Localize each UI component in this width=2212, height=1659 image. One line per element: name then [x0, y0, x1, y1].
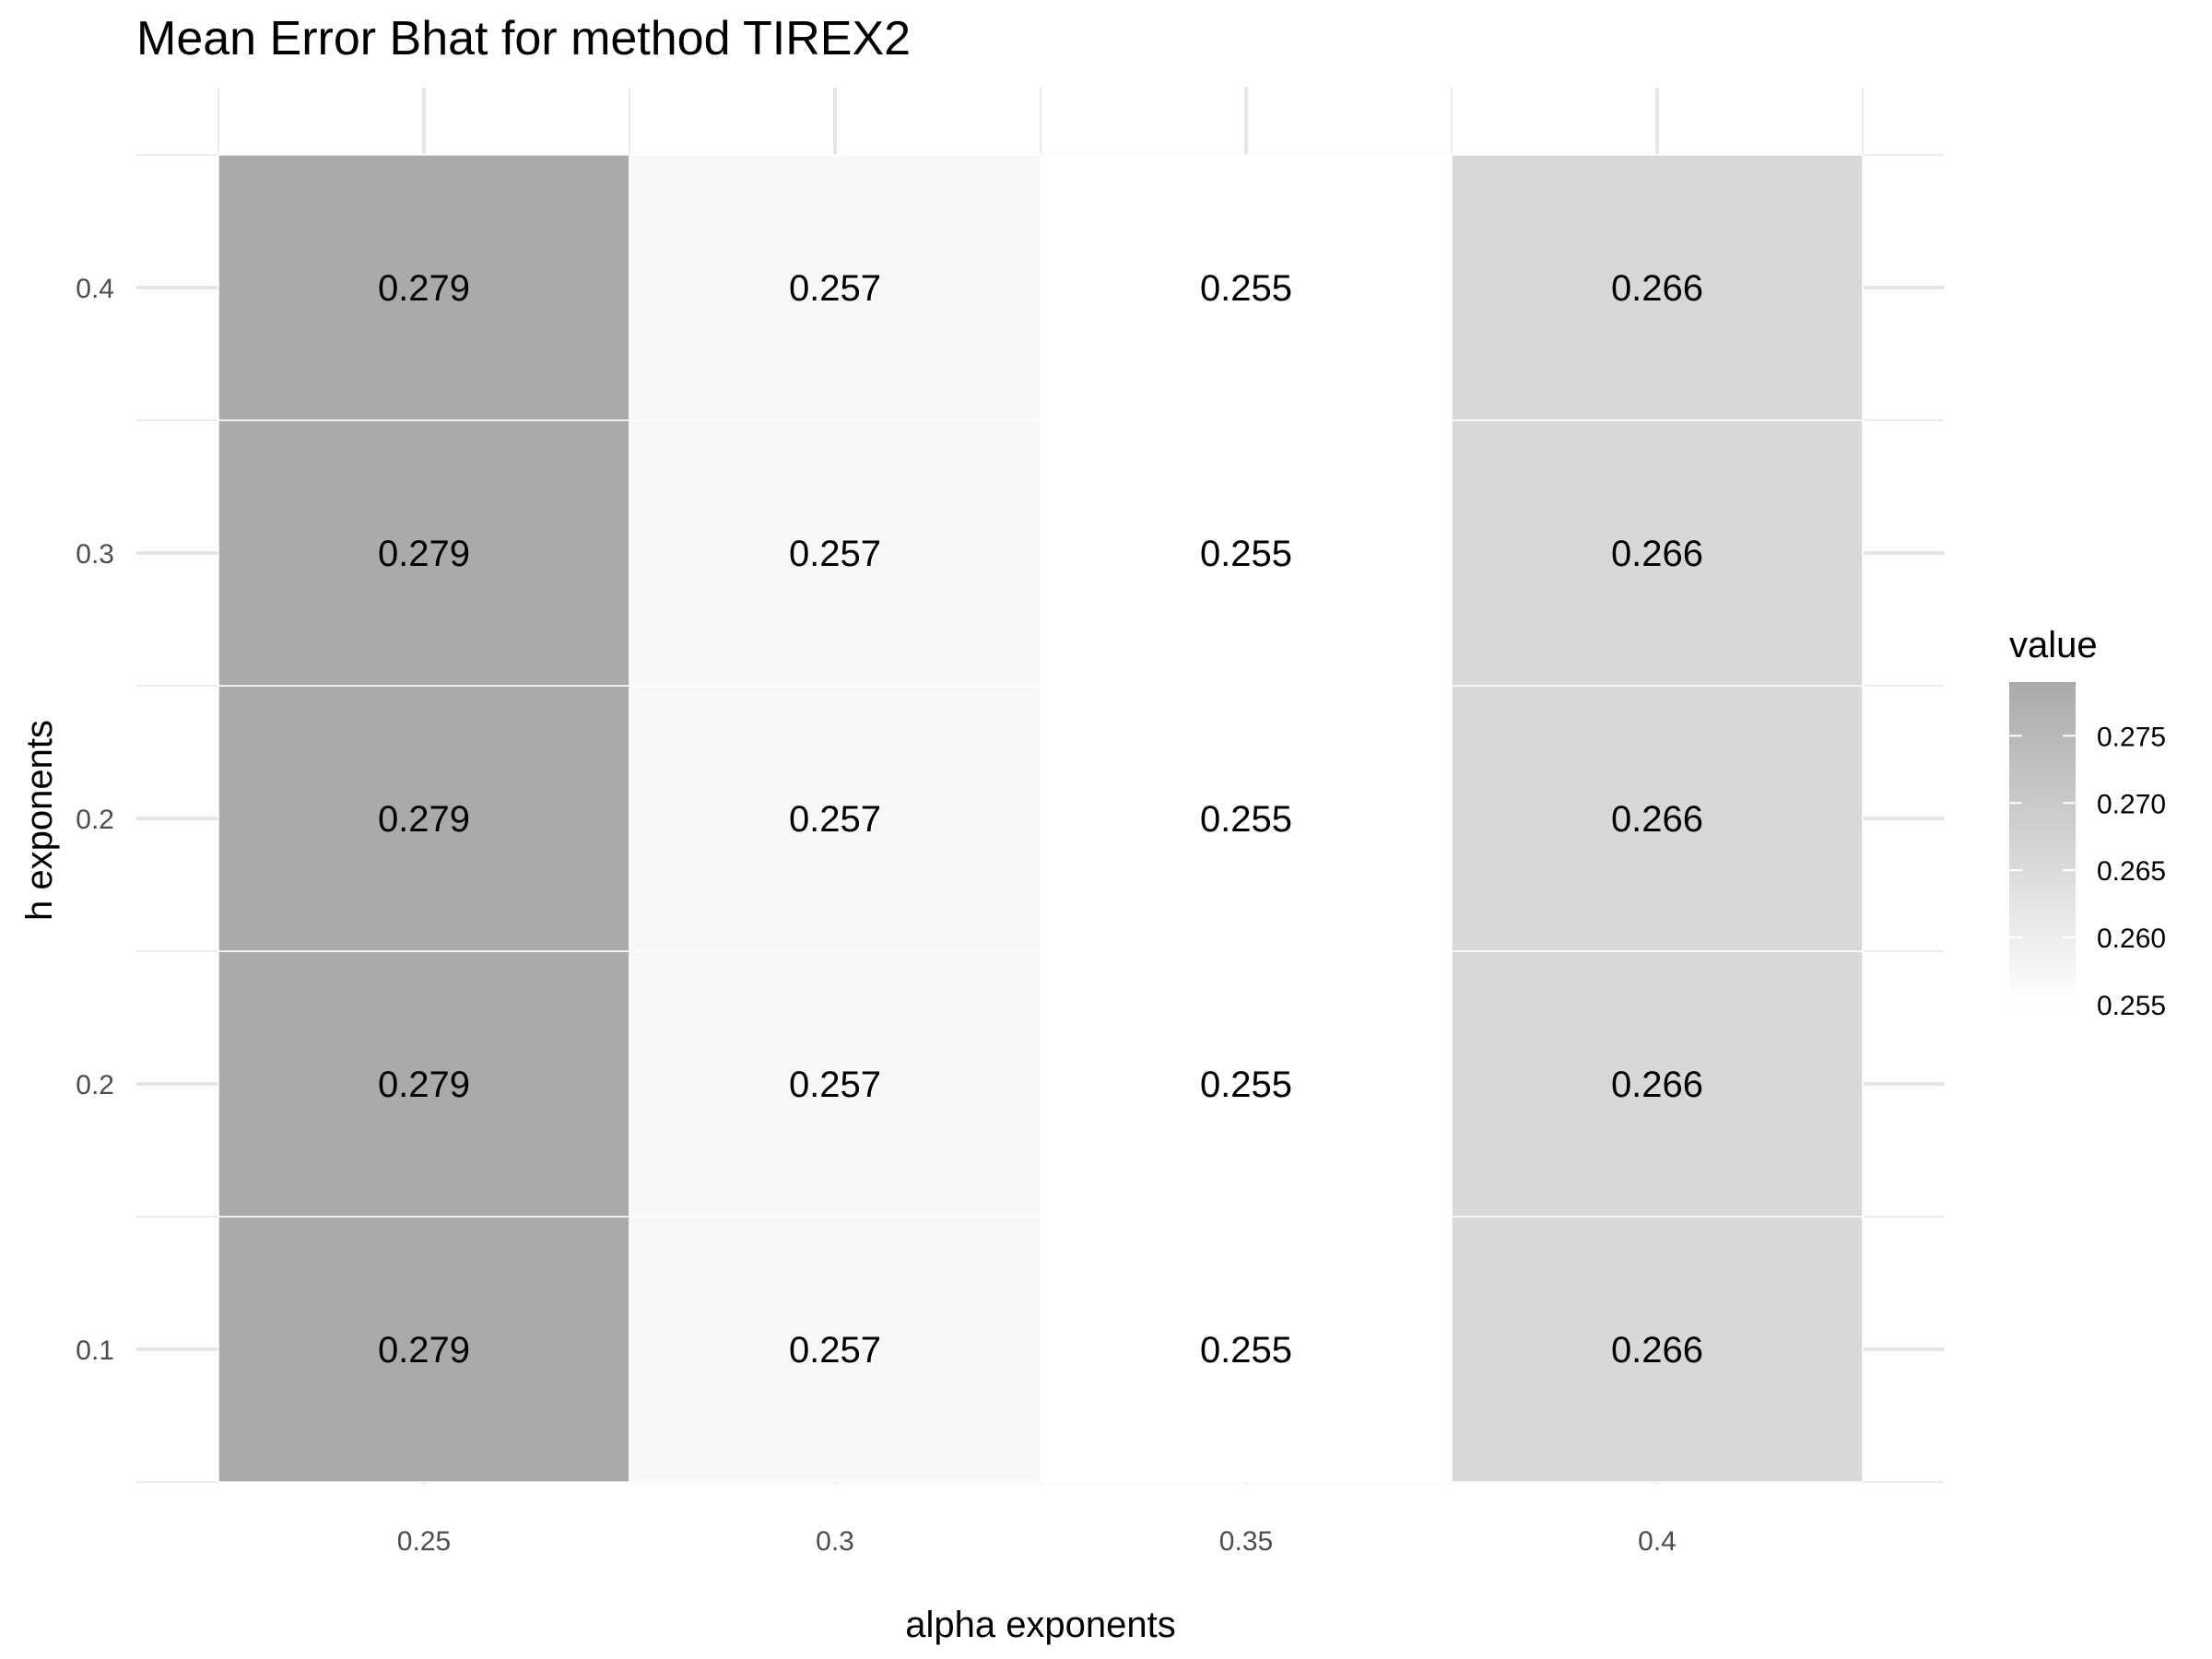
cell-value-label: 0.257: [789, 1065, 881, 1105]
x-tick-label: 0.4: [1638, 1526, 1677, 1557]
cell-value-label: 0.266: [1611, 1330, 1703, 1371]
heatmap-cell: [1451, 1216, 1864, 1483]
x-tick-label: 0.25: [397, 1526, 451, 1557]
y-axis-title: h exponents: [19, 720, 60, 921]
heatmap-cell: [1040, 950, 1453, 1218]
y-tick-label: 0.1: [76, 1335, 114, 1366]
cell-value-label: 0.266: [1611, 268, 1703, 309]
y-tick-label: 0.2: [76, 1070, 114, 1100]
cell-value-label: 0.255: [1200, 1065, 1292, 1105]
cell-value-label: 0.279: [378, 799, 470, 840]
cell-value-label: 0.266: [1611, 799, 1703, 840]
cell-value-label: 0.279: [378, 1065, 470, 1105]
heatmap-cell: [1451, 154, 1864, 421]
heatmap-cell: [1040, 1216, 1453, 1483]
cell-value-label: 0.257: [789, 534, 881, 574]
legend-tick-label: 0.275: [2097, 722, 2166, 752]
heatmap-cell: [218, 1216, 630, 1483]
cell-value-label: 0.255: [1200, 534, 1292, 574]
legend-tick-label: 0.270: [2097, 789, 2166, 819]
heatmap-cell: [629, 419, 1041, 687]
heatmap-cell: [218, 685, 630, 952]
cell-value-label: 0.257: [789, 268, 881, 309]
heatmap-cell: [1451, 950, 1864, 1218]
cell-value-label: 0.279: [378, 268, 470, 309]
legend-tick-label: 0.260: [2097, 924, 2166, 954]
x-tick-label: 0.3: [816, 1526, 854, 1557]
heatmap-cell: [629, 950, 1041, 1218]
cell-value-label: 0.255: [1200, 268, 1292, 309]
cell-value-label: 0.279: [378, 1330, 470, 1371]
legend-tick-label: 0.255: [2097, 991, 2166, 1021]
x-tick-label: 0.35: [1219, 1526, 1273, 1557]
cell-value-label: 0.266: [1611, 534, 1703, 574]
heatmap-cell: [218, 419, 630, 687]
heatmap-cell: [629, 1216, 1041, 1483]
cell-value-label: 0.255: [1200, 799, 1292, 840]
legend-title: value: [2009, 625, 2098, 665]
cell-value-label: 0.279: [378, 534, 470, 574]
heatmap-cell: [629, 154, 1041, 421]
cell-value-label: 0.266: [1611, 1065, 1703, 1105]
y-tick-label: 0.4: [76, 274, 114, 304]
cell-value-label: 0.257: [789, 1330, 881, 1371]
heatmap-cell: [218, 950, 630, 1218]
y-tick-label: 0.2: [76, 805, 114, 835]
cell-value-label: 0.257: [789, 799, 881, 840]
x-axis-title: alpha exponents: [905, 1605, 1176, 1645]
heatmap-cell: [629, 685, 1041, 952]
legend-tick-label: 0.265: [2097, 856, 2166, 887]
heatmap-cell: [1040, 154, 1453, 421]
heatmap-cell: [218, 154, 630, 421]
cell-value-label: 0.255: [1200, 1330, 1292, 1371]
chart-title: Mean Error Bhat for method TIREX2: [136, 12, 912, 65]
heatmap-cell: [1451, 419, 1864, 687]
heatmap-cell: [1040, 419, 1453, 687]
y-tick-label: 0.3: [76, 539, 114, 570]
legend-colorbar: [2009, 682, 2076, 1005]
